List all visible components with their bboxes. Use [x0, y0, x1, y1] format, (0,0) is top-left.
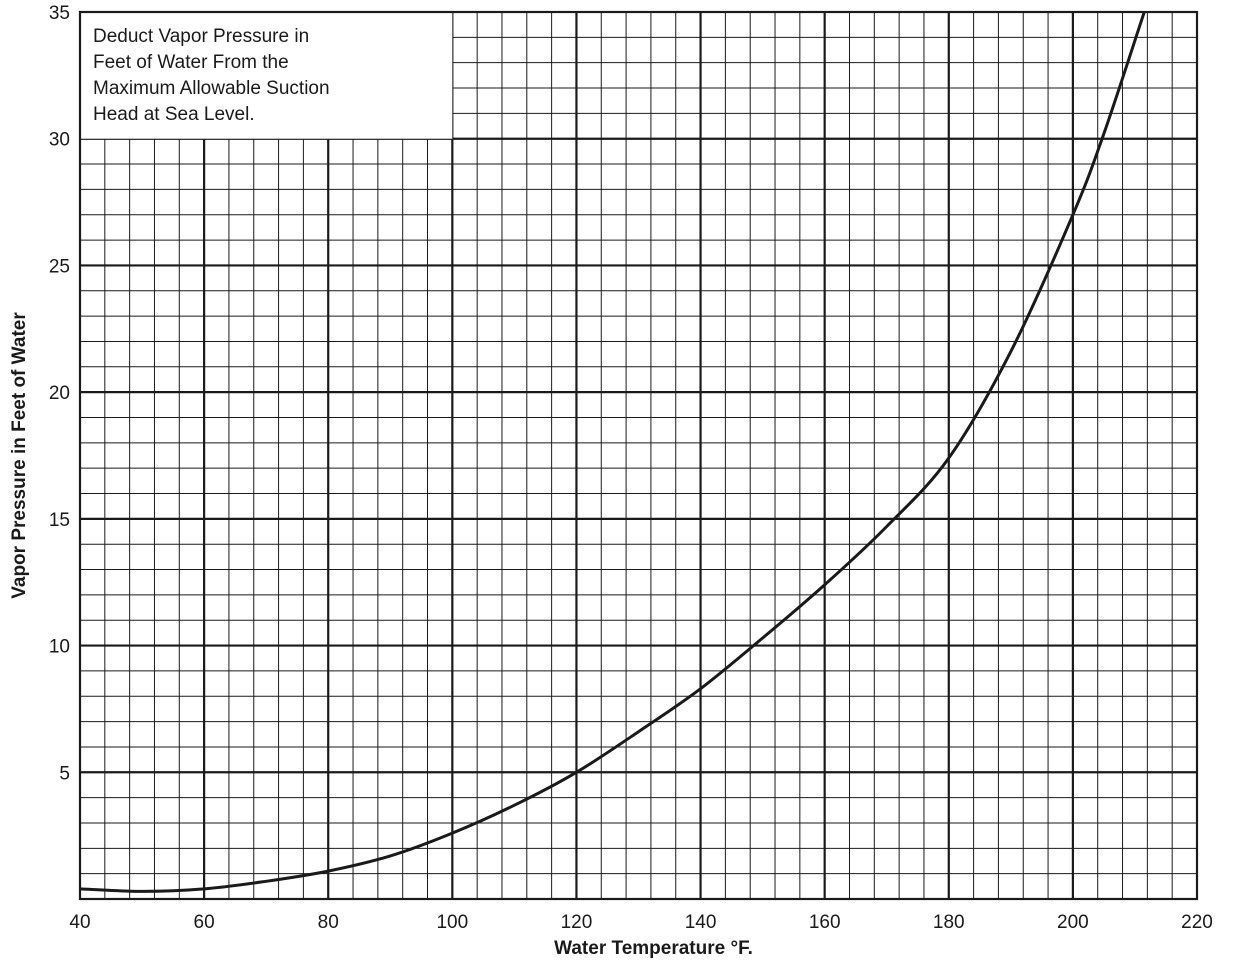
annotation-box: Deduct Vapor Pressure in Feet of Water F…	[80, 12, 453, 139]
annotation-line-3: Maximum Allowable Suction	[93, 78, 330, 99]
y-tick-label: 15	[49, 510, 70, 531]
plot-border	[78, 10, 1199, 901]
x-tick-label: 120	[561, 912, 593, 933]
x-tick-label: 80	[318, 912, 339, 933]
annotation-background	[80, 12, 453, 139]
y-axis-title: Vapor Pressure in Feet of Water	[9, 312, 30, 599]
tick-labels: 40 60 80 100 120 140 160 180 200 220 5 10 15 20 25 30 35	[49, 3, 1213, 933]
vapor-pressure-curve	[79, 11, 1146, 893]
annotation-line-4: Head at Sea Level.	[93, 104, 255, 125]
x-axis-title: Water Temperature °F.	[554, 938, 753, 959]
x-tick-label: 160	[809, 912, 841, 933]
annotation-line-1: Deduct Vapor Pressure in	[93, 26, 309, 47]
minor-grid	[80, 12, 1197, 899]
x-tick-label: 220	[1181, 912, 1213, 933]
x-tick-label: 60	[194, 912, 215, 933]
y-tick-label: 25	[49, 256, 70, 277]
annotation-line-2: Feet of Water From the	[93, 52, 289, 73]
y-tick-label: 30	[49, 130, 70, 151]
major-grid	[80, 12, 1197, 899]
x-tick-label: 100	[436, 912, 468, 933]
x-tick-label: 140	[685, 912, 717, 933]
x-tick-label: 200	[1057, 912, 1089, 933]
y-tick-label: 35	[49, 3, 70, 24]
y-tick-label: 20	[49, 383, 70, 404]
x-tick-label: 180	[933, 912, 965, 933]
x-tick-label: 40	[69, 912, 90, 933]
y-tick-label: 5	[59, 763, 70, 784]
y-tick-label: 10	[49, 637, 70, 658]
